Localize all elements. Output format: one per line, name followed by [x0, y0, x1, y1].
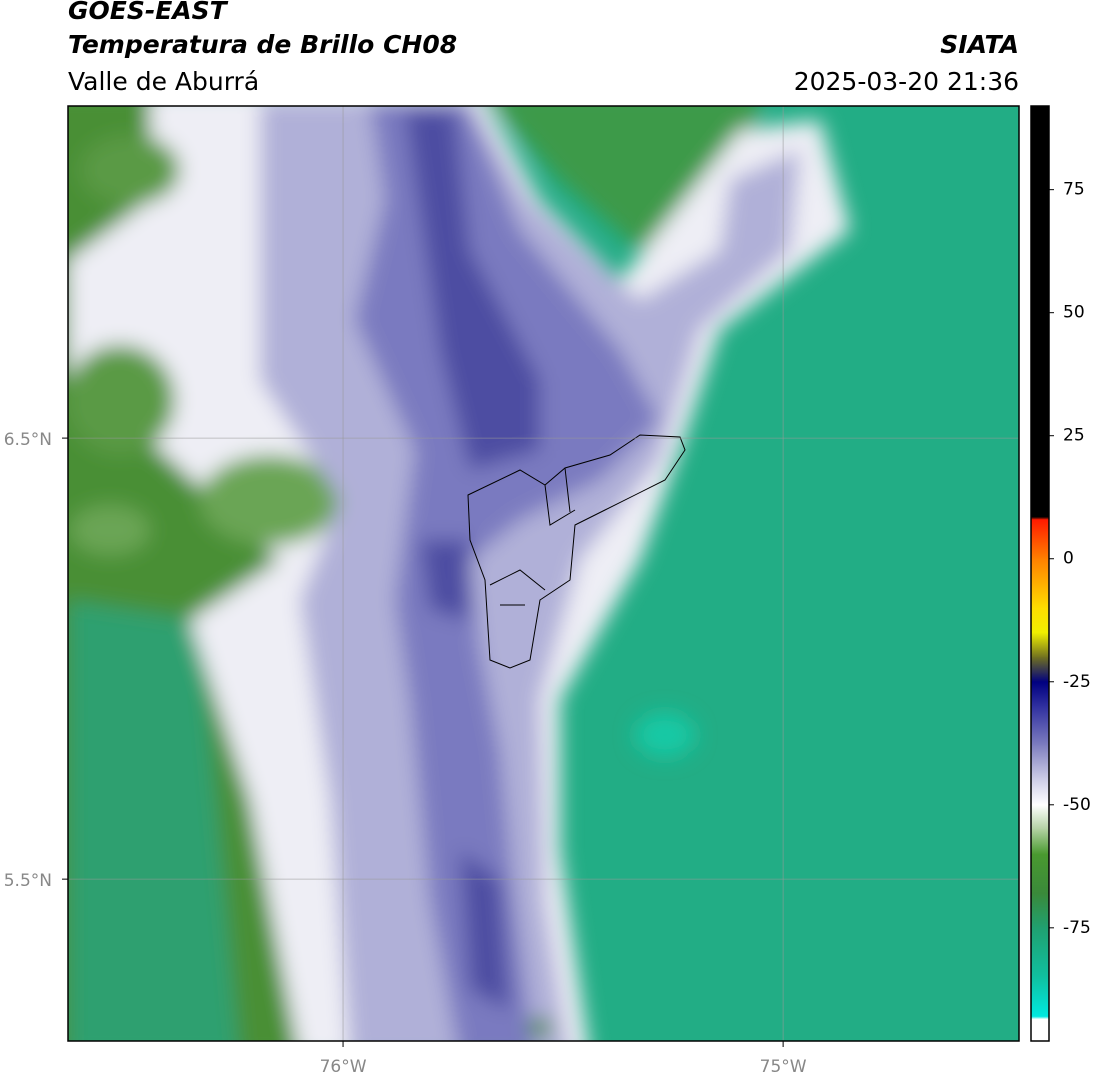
- colorbar-tick-label: -50: [1063, 795, 1091, 815]
- colorbar-segment: [1031, 893, 1049, 929]
- lat-tick-label: 6.5°N: [4, 430, 52, 450]
- colorbar-tick-label: -25: [1063, 672, 1091, 692]
- subtitle: Temperatura de Brillo CH08: [68, 30, 457, 59]
- lon-tick-label: 75°W: [760, 1057, 807, 1077]
- title: GOES-EAST: [68, 0, 229, 25]
- colorbar-tick-label: -75: [1063, 918, 1091, 938]
- colorbar-segment: [1031, 706, 1049, 747]
- colorbar-segment: [1031, 632, 1049, 658]
- municipal-boundaries: [467, 434, 686, 669]
- colorbar-frame: [1030, 105, 1050, 1042]
- colorbar-tick-label: 25: [1063, 426, 1085, 446]
- source: SIATA: [940, 30, 1019, 59]
- colorbar-tick-label: 75: [1063, 180, 1085, 200]
- colorbar-segment: [1031, 1016, 1049, 1020]
- colorbar-segment: [1031, 106, 1049, 518]
- colorbar-segment: [1031, 1018, 1049, 1042]
- colorbar-segment: [1031, 657, 1049, 683]
- colorbar-tick-label: 0: [1063, 549, 1074, 569]
- colorbar-segment: [1031, 780, 1049, 806]
- lat-tick-label: 5.5°N: [4, 871, 52, 891]
- colorbar-segment: [1031, 977, 1049, 1017]
- grid: [68, 106, 1019, 1041]
- colorbar-segment: [1031, 519, 1049, 560]
- region: Valle de Aburrá: [68, 67, 259, 96]
- lon-tick-label: 76°W: [320, 1057, 367, 1077]
- colorbar-segment: [1031, 607, 1049, 634]
- colorbar: [1031, 106, 1049, 1042]
- map-frame: [67, 105, 1020, 1042]
- colorbar-segment: [1031, 516, 1049, 520]
- colorbar-segment: [1031, 854, 1049, 894]
- colorbar-segment: [1031, 558, 1049, 609]
- timestamp: 2025-03-20 21:36: [794, 67, 1019, 96]
- colorbar-segment: [1031, 681, 1049, 707]
- colorbar-segment: [1031, 829, 1049, 855]
- colorbar-tick-label: 50: [1063, 303, 1085, 323]
- satellite-field: [68, 106, 1019, 1041]
- colorbar-segment: [1031, 804, 1049, 830]
- colorbar-segment: [1031, 927, 1049, 978]
- colorbar-segment: [1031, 745, 1049, 781]
